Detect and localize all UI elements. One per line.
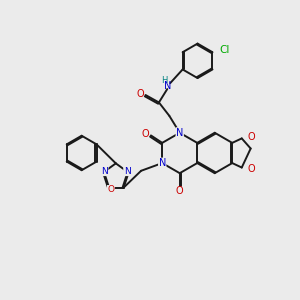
Text: O: O bbox=[247, 132, 255, 142]
Text: N: N bbox=[124, 167, 130, 176]
Text: N: N bbox=[176, 128, 183, 138]
Text: O: O bbox=[247, 164, 255, 174]
Text: N: N bbox=[164, 81, 172, 91]
Text: O: O bbox=[136, 88, 144, 98]
Text: O: O bbox=[142, 129, 149, 139]
Text: H: H bbox=[161, 76, 167, 85]
Text: Cl: Cl bbox=[219, 45, 230, 55]
Text: O: O bbox=[176, 186, 184, 196]
Text: N: N bbox=[101, 167, 108, 176]
Text: O: O bbox=[107, 185, 114, 194]
Text: N: N bbox=[158, 158, 166, 168]
